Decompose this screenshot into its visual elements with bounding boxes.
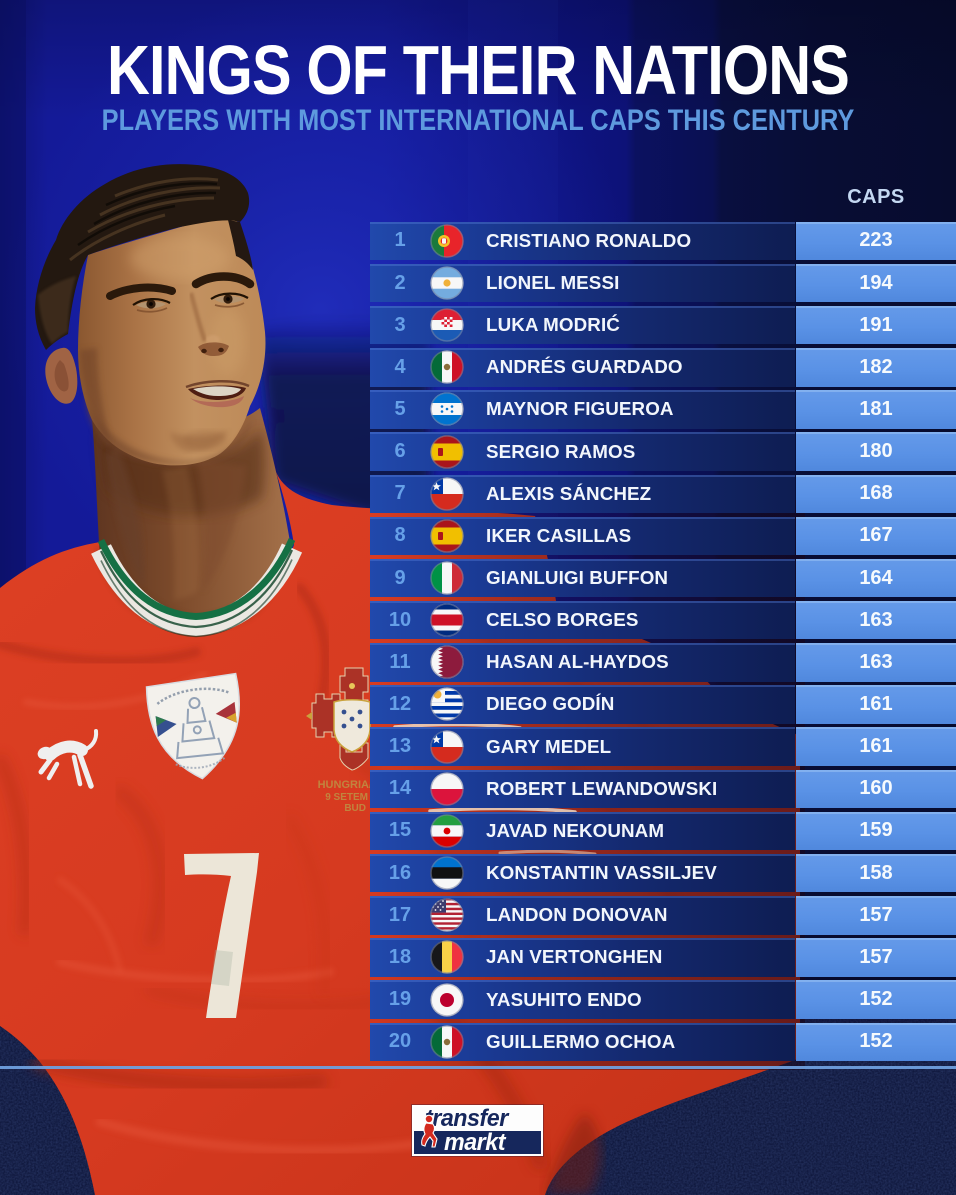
svg-text:HUNGRIA/: HUNGRIA/ (318, 779, 372, 791)
svg-text:BUD: BUD (344, 803, 366, 814)
svg-text:9 SETEM: 9 SETEM (325, 792, 368, 803)
